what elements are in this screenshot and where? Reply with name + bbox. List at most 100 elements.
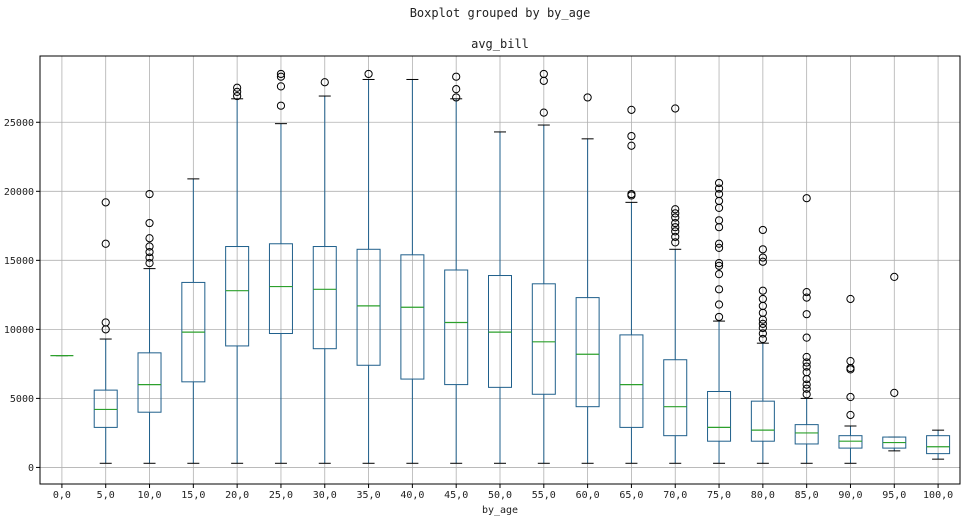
outlier-point bbox=[627, 189, 636, 199]
x-tick-label: 75,0 bbox=[707, 490, 731, 501]
x-tick-label: 80,0 bbox=[751, 490, 775, 501]
x-axis-label: by_age bbox=[482, 505, 518, 516]
y-tick-label: 5000 bbox=[10, 394, 34, 405]
outlier-point bbox=[714, 189, 724, 199]
outlier-point bbox=[846, 392, 855, 402]
outlier-point bbox=[671, 238, 680, 247]
x-tick-label: 55,0 bbox=[532, 490, 556, 501]
outlier-point bbox=[802, 368, 811, 377]
outlier-point bbox=[145, 247, 154, 257]
outlier-point bbox=[802, 310, 811, 319]
figure-suptitle: Boxplot grouped by by_age bbox=[410, 6, 591, 20]
outlier-point bbox=[802, 358, 811, 367]
box bbox=[225, 246, 250, 347]
outlier-point bbox=[145, 189, 154, 199]
outlier-point bbox=[276, 72, 286, 81]
outlier-point bbox=[758, 329, 767, 338]
x-tick-label: 5,0 bbox=[97, 490, 115, 501]
x-tick-label: 15,0 bbox=[181, 490, 205, 501]
box bbox=[663, 359, 688, 437]
outlier-point bbox=[671, 232, 680, 241]
outlier-point bbox=[276, 101, 286, 110]
box bbox=[93, 389, 118, 428]
outlier-point bbox=[758, 286, 767, 295]
outlier-point bbox=[452, 72, 461, 81]
outlier-point bbox=[758, 294, 767, 304]
outlier-point bbox=[890, 388, 899, 397]
y-tick-label: 10000 bbox=[4, 325, 34, 336]
box bbox=[575, 297, 600, 408]
x-tick-label: 35,0 bbox=[357, 490, 381, 501]
box bbox=[838, 435, 863, 449]
outlier-point bbox=[627, 105, 636, 114]
plot-area: 0 5000 10000 15000 20000 25000 0,0 5,0 10,0 15,0 2… bbox=[4, 55, 961, 501]
x-tick-label: 30,0 bbox=[313, 490, 337, 501]
outlier-point bbox=[101, 318, 110, 327]
outlier-point bbox=[671, 104, 680, 113]
x-tick-label: 20,0 bbox=[225, 490, 249, 501]
outlier-point bbox=[233, 83, 242, 92]
box bbox=[794, 424, 819, 445]
y-tick-label: 0 bbox=[28, 463, 34, 474]
outlier-point bbox=[758, 319, 767, 328]
outlier-point bbox=[802, 390, 811, 399]
outlier-point bbox=[671, 205, 680, 214]
outlier-point bbox=[802, 384, 811, 393]
outlier-point bbox=[714, 178, 724, 188]
outlier-point bbox=[583, 93, 592, 102]
x-tick-label: 85,0 bbox=[795, 490, 819, 501]
outlier-point bbox=[627, 141, 636, 150]
box bbox=[619, 334, 644, 428]
x-tick-label: 25,0 bbox=[269, 490, 293, 501]
outlier-point bbox=[671, 223, 680, 232]
outlier-point bbox=[671, 213, 680, 222]
outlier-point bbox=[101, 198, 110, 207]
outlier-point bbox=[364, 69, 373, 79]
box bbox=[926, 435, 951, 455]
outlier-point bbox=[233, 87, 242, 96]
outlier-point bbox=[890, 272, 899, 282]
outlier-point bbox=[539, 69, 548, 79]
x-tick-label: 10,0 bbox=[137, 490, 161, 501]
outlier-point bbox=[714, 258, 724, 268]
outlier-point bbox=[452, 85, 461, 94]
box bbox=[531, 283, 556, 395]
x-tick-label: 60,0 bbox=[576, 490, 600, 501]
outlier-point bbox=[802, 352, 811, 362]
box bbox=[312, 246, 337, 350]
outlier-point bbox=[233, 91, 242, 101]
outlier-point bbox=[145, 242, 154, 251]
x-tick-label: 95,0 bbox=[882, 490, 906, 501]
outlier-point bbox=[802, 380, 811, 389]
outlier-point bbox=[846, 357, 855, 366]
outlier-point bbox=[758, 253, 767, 262]
box bbox=[137, 352, 162, 413]
outlier-point bbox=[714, 261, 724, 270]
outlier-point bbox=[758, 323, 767, 333]
outlier-point bbox=[539, 108, 548, 117]
outlier-point bbox=[714, 285, 724, 294]
outlier-point bbox=[145, 258, 154, 268]
outlier-point bbox=[671, 218, 680, 228]
outlier-point bbox=[802, 293, 811, 302]
outlier-point bbox=[846, 294, 855, 304]
outlier-point bbox=[758, 225, 767, 235]
outlier-point bbox=[714, 239, 724, 248]
outlier-point bbox=[758, 257, 767, 266]
outlier-point bbox=[276, 69, 286, 79]
outlier-point bbox=[714, 243, 724, 253]
x-tick-label: 40,0 bbox=[400, 490, 424, 501]
y-tick-label: 25000 bbox=[4, 118, 34, 129]
outlier-point bbox=[714, 300, 724, 309]
outlier-point bbox=[802, 194, 811, 203]
x-tick-label: 50,0 bbox=[488, 490, 512, 501]
outlier-point bbox=[714, 270, 724, 279]
x-tick-label: 100,0 bbox=[923, 490, 953, 501]
y-tick-label: 20000 bbox=[4, 187, 34, 198]
box bbox=[400, 254, 425, 380]
chart-title: avg_bill bbox=[471, 37, 529, 51]
x-tick-label: 45,0 bbox=[444, 490, 468, 501]
outlier-point bbox=[802, 287, 811, 297]
y-tick-label: 15000 bbox=[4, 256, 34, 267]
